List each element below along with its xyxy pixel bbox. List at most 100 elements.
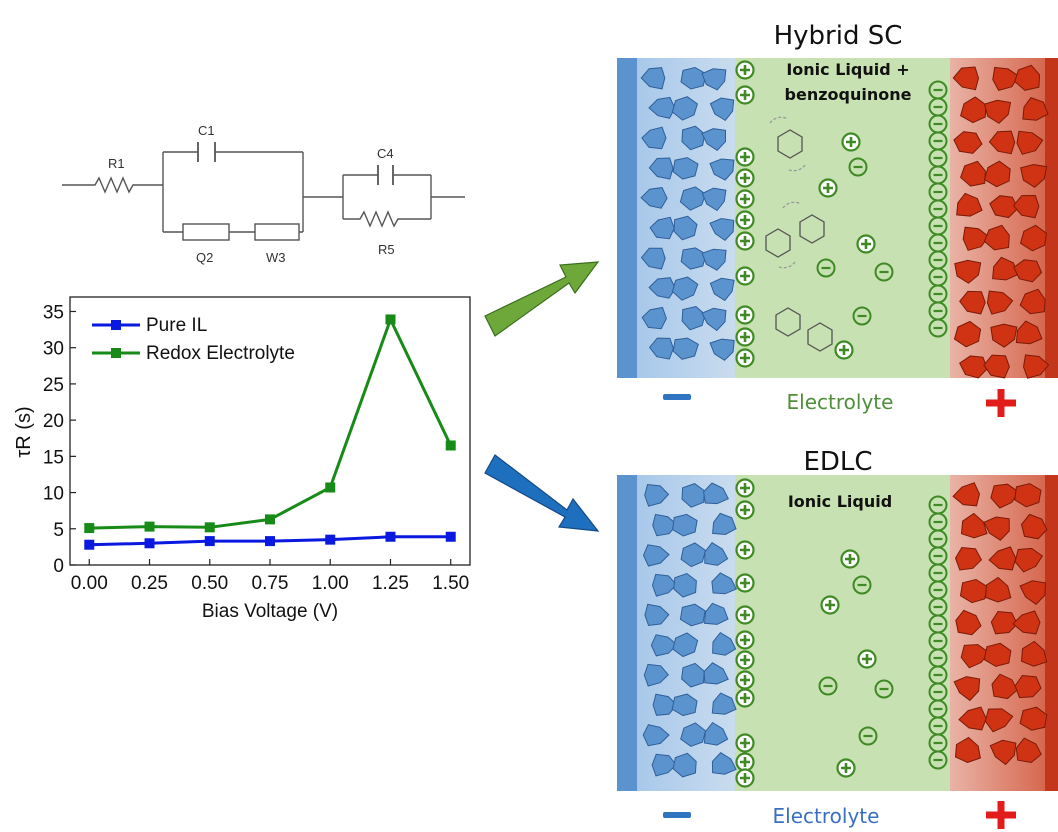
carbon-particle <box>712 512 737 536</box>
carbon-particle <box>1019 224 1047 252</box>
carbon-particle <box>672 632 699 658</box>
edlc-carbon-particles-negative <box>642 482 737 778</box>
carbon-particle <box>671 276 699 301</box>
edlc-positive-collector <box>1045 475 1058 791</box>
carbon-particle <box>953 676 981 702</box>
carbon-particle <box>640 67 666 90</box>
cation <box>735 266 755 286</box>
edlc-electrolyte-label: Electrolyte <box>773 804 880 828</box>
carbon-particle <box>672 157 699 180</box>
carbon-particle <box>1019 580 1047 605</box>
series-0-point <box>84 539 95 550</box>
cation <box>735 670 755 690</box>
carbon-particle <box>953 131 983 154</box>
carbon-particle <box>1015 737 1042 764</box>
carbon-particle <box>709 338 735 361</box>
hybrid-plus-sign <box>986 389 1016 417</box>
carbon-particle <box>954 546 983 571</box>
carbon-particle <box>983 642 1012 667</box>
carbon-particle <box>983 160 1011 188</box>
carbon-particle <box>1022 354 1050 379</box>
y-tick-label: 5 <box>53 520 64 541</box>
carbon-particle <box>644 603 670 627</box>
carbon-particle <box>703 721 729 746</box>
carbon-particle <box>643 663 669 687</box>
cation <box>735 540 755 560</box>
cation <box>856 234 876 254</box>
carbon-particle <box>991 673 1018 700</box>
y-tick-label: 10 <box>43 484 64 505</box>
carbon-particle <box>642 544 670 567</box>
carbon-particle <box>990 323 1018 348</box>
carbon-particle <box>673 215 698 241</box>
carbon-particle <box>703 482 729 505</box>
carbon-particle <box>989 739 1017 766</box>
carbon-particle <box>709 277 735 302</box>
cation <box>818 178 838 198</box>
carbon-particle <box>701 128 726 151</box>
cation <box>857 649 877 669</box>
carbon-particle <box>983 99 1012 124</box>
carbon-particle <box>709 97 735 122</box>
legend-marker-redox <box>111 348 121 358</box>
carbon-particle <box>681 662 705 688</box>
x-tick-label: 0.75 <box>252 573 289 594</box>
label-c4: C4 <box>377 146 394 161</box>
x-tick-label: 1.25 <box>372 573 409 594</box>
legend-label-redox: Redox Electrolyte <box>146 343 295 364</box>
legend-label-pure-il: Pure IL <box>146 315 207 336</box>
cation <box>735 650 755 670</box>
series-0-point <box>445 531 456 542</box>
arrow-to-hybrid <box>484 261 600 337</box>
series-1-point <box>385 314 396 325</box>
carbon-particle <box>701 187 727 212</box>
series-0-point <box>144 538 155 549</box>
carbon-particle <box>988 130 1016 155</box>
cation <box>735 231 755 251</box>
hybrid-carbon-particles-negative <box>640 66 735 361</box>
carbon-particle <box>956 192 983 217</box>
label-c1: C1 <box>198 123 215 138</box>
series-1-point <box>265 514 275 525</box>
hybrid-sc-panel: Hybrid SC Ionic Liquid + benzoquinone El… <box>617 21 1058 417</box>
series-0-point <box>204 536 215 547</box>
carbon-particle <box>641 306 667 330</box>
edlc-negative-collector <box>617 475 637 791</box>
benzoquinone-molecules <box>765 116 833 352</box>
series-1-point <box>445 440 456 451</box>
cation <box>735 348 755 368</box>
carbon-particle <box>1014 483 1042 508</box>
carbon-particle <box>1019 706 1048 731</box>
carbon-particle <box>1014 547 1044 573</box>
x-tick-label: 1.50 <box>432 573 469 594</box>
series-0-point <box>325 534 336 545</box>
carbon-particle <box>672 752 697 778</box>
carbon-particle <box>701 68 727 91</box>
y-tick-label: 30 <box>43 339 64 360</box>
carbon-particle <box>703 602 729 625</box>
carbon-particle <box>1020 513 1048 540</box>
carbon-particle <box>959 290 986 315</box>
y-tick-label: 20 <box>43 411 64 432</box>
hybrid-electrolyte-label: Electrolyte <box>787 390 894 414</box>
carbon-particle <box>988 546 1017 571</box>
cation <box>735 605 755 625</box>
carbon-particle <box>672 513 698 537</box>
hybrid-electrolyte-text-1: Ionic Liquid + <box>786 60 909 79</box>
cation <box>841 132 861 152</box>
carbon-particle <box>953 320 982 348</box>
carbon-particle <box>644 483 670 507</box>
carbon-particle <box>640 187 668 209</box>
carbon-particle <box>672 337 699 360</box>
label-w3: W3 <box>266 250 286 265</box>
carbon-particle <box>992 256 1019 281</box>
carbon-particle <box>671 693 698 717</box>
carbon-particle <box>983 354 1010 379</box>
cation <box>735 478 755 498</box>
label-r5: R5 <box>378 242 395 257</box>
series-1-point <box>204 522 215 533</box>
carbon-particle <box>648 96 676 119</box>
cation <box>735 327 755 347</box>
chart-legend: Pure IL Redox Electrolyte <box>92 315 295 364</box>
